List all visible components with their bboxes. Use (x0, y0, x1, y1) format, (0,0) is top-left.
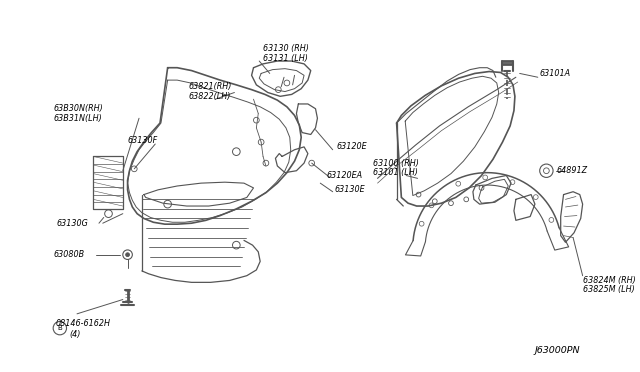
Text: 63080B: 63080B (53, 250, 84, 259)
Text: 63100 (RH): 63100 (RH) (372, 158, 419, 168)
Text: 63130F: 63130F (127, 136, 158, 145)
Text: 63130 (RH): 63130 (RH) (263, 44, 309, 53)
Text: 63120E: 63120E (337, 142, 367, 151)
Text: 63821(RH): 63821(RH) (189, 82, 232, 91)
Text: 08146-6162H: 08146-6162H (56, 319, 111, 328)
Text: B: B (58, 325, 62, 331)
Text: 64891Z: 64891Z (557, 166, 588, 175)
Text: 63131 (LH): 63131 (LH) (263, 54, 308, 62)
Text: (4): (4) (69, 330, 81, 339)
Text: 63B31N(LH): 63B31N(LH) (53, 114, 102, 123)
Text: 63B30N(RH): 63B30N(RH) (53, 104, 103, 113)
Text: 63101A: 63101A (540, 69, 571, 78)
Text: 63101 (LH): 63101 (LH) (372, 168, 418, 177)
Text: 63130G: 63130G (56, 219, 88, 228)
Circle shape (125, 253, 129, 257)
Text: J63000PN: J63000PN (535, 346, 580, 355)
Text: 63120EA: 63120EA (327, 171, 363, 180)
Text: 63130E: 63130E (335, 185, 365, 194)
Text: 63822(LH): 63822(LH) (189, 92, 231, 101)
Text: 63824M (RH): 63824M (RH) (582, 276, 636, 285)
Text: 63825M (LH): 63825M (LH) (582, 285, 634, 295)
